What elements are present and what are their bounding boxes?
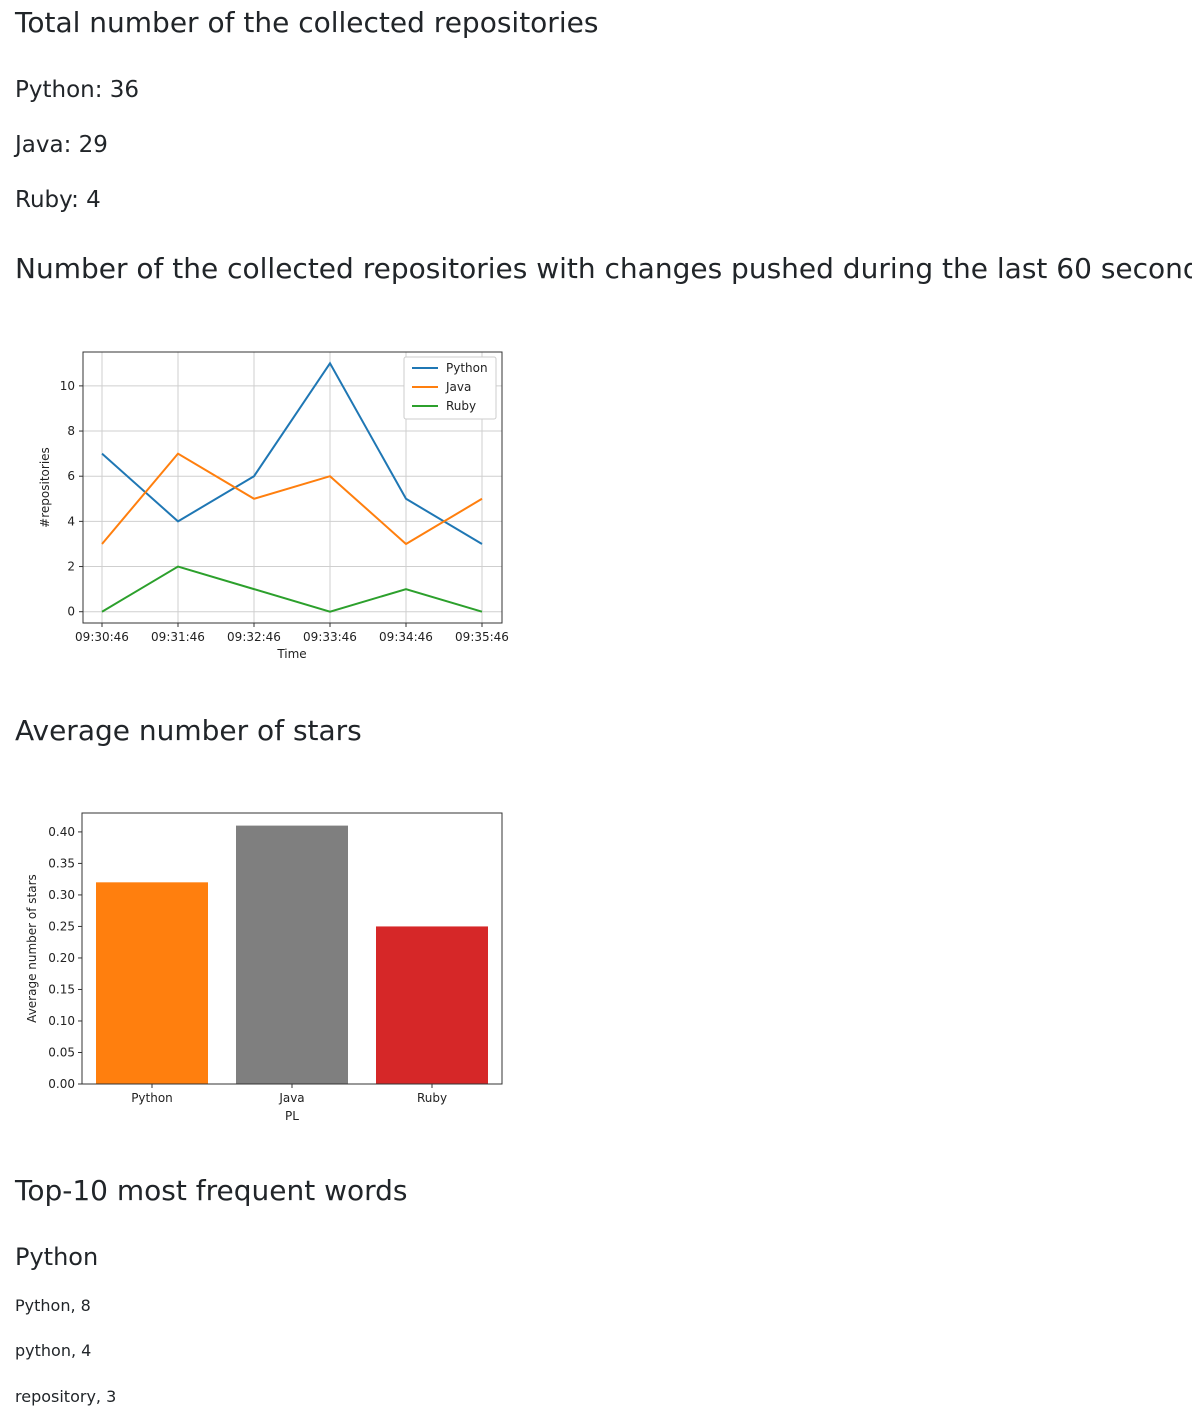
y-tick-label: 0 [67, 605, 75, 619]
words-section-python: Python [15, 1243, 99, 1271]
series-line-ruby [101, 565, 483, 613]
totals-title: Total number of the collected repositori… [15, 6, 599, 39]
y-tick-label: 0.30 [48, 888, 75, 902]
y-axis-label: Average number of stars [25, 874, 39, 1023]
word-item-2: python, 4 [15, 1341, 92, 1360]
y-tick-label: 4 [67, 514, 75, 528]
x-tick-label: 09:33:46 [303, 630, 357, 644]
x-tick-label: 09:30:46 [75, 630, 129, 644]
x-tick-label: 09:31:46 [151, 630, 205, 644]
legend-label-ruby: Ruby [446, 399, 476, 413]
legend-box [403, 356, 497, 420]
stars-title: Average number of stars [15, 714, 362, 747]
legend-label-python: Python [446, 361, 488, 375]
y-tick-label: 0.20 [48, 951, 75, 965]
total-ruby: Ruby: 4 [15, 187, 101, 213]
bar-java [236, 825, 348, 1084]
y-axis-label: #repositories [38, 447, 52, 528]
y-tick-label: 0.25 [48, 919, 75, 933]
y-tick-label: 10 [60, 379, 75, 393]
total-python: Python: 36 [15, 77, 140, 103]
plot-frame [81, 812, 503, 1085]
x-axis-label: Time [276, 647, 306, 661]
x-tick-label: Java [278, 1091, 304, 1105]
legend: Python Java Ruby [403, 356, 497, 420]
y-tick-label: 0.40 [48, 825, 75, 839]
plot-frame [82, 351, 503, 624]
recent-title: Number of the collected repositories wit… [15, 252, 1192, 285]
series-line-python [101, 361, 483, 545]
x-tick-label: 09:32:46 [227, 630, 281, 644]
y-tick-label: 0.00 [48, 1077, 75, 1091]
bar-ruby [376, 926, 488, 1084]
x-axis-label: PL [285, 1109, 299, 1123]
total-java: Java: 29 [15, 132, 108, 158]
y-tick-label: 0.15 [48, 982, 75, 996]
y-tick-label: 6 [67, 469, 75, 483]
x-tick-label: 09:34:46 [379, 630, 433, 644]
x-tick-label: Python [131, 1091, 173, 1105]
word-item-3: repository, 3 [15, 1387, 117, 1406]
y-tick-label: 2 [67, 560, 75, 574]
legend-label-java: Java [445, 380, 471, 394]
words-title: Top-10 most frequent words [15, 1174, 408, 1207]
word-item-1: Python, 8 [15, 1296, 91, 1315]
series-line-java [101, 452, 483, 546]
y-tick-label: 0.10 [48, 1014, 75, 1028]
y-tick-label: 0.35 [48, 856, 75, 870]
y-tick-label: 8 [67, 424, 75, 438]
x-tick-label: Ruby [417, 1091, 447, 1105]
bar-python [96, 882, 208, 1084]
x-tick-label: 09:35:46 [455, 630, 509, 644]
y-tick-label: 0.05 [48, 1045, 75, 1059]
